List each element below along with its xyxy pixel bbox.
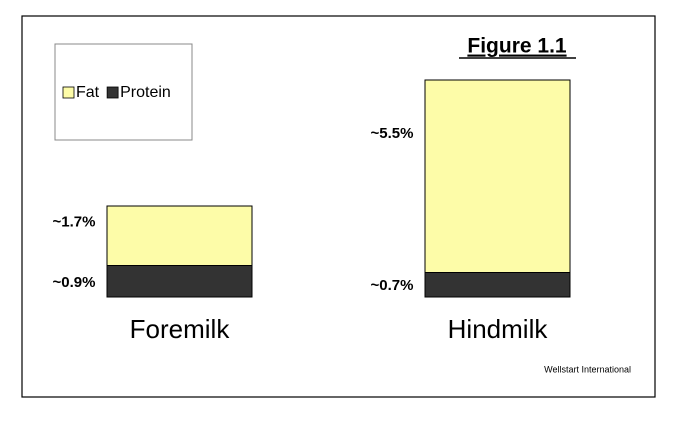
value-label: ~0.9% [53,274,96,291]
legend-label: Fat [76,84,100,101]
value-label: ~5.5% [371,125,414,142]
category-label: Hindmilk [448,314,549,344]
bar-segment [424,79,571,273]
source: Wellstart International [544,364,631,374]
legend-swatch [106,86,119,99]
category-label: Foremilk [130,314,231,344]
bar-segment [424,272,571,298]
bar-segment [106,205,253,266]
chart-title: Figure 1.1 [467,35,567,58]
value-label: ~1.7% [53,214,96,231]
legend-box [54,43,193,141]
bar-segment [106,265,253,298]
value-label: ~0.7% [371,277,414,294]
legend-swatch [62,86,75,99]
legend-label: Protein [120,84,171,101]
